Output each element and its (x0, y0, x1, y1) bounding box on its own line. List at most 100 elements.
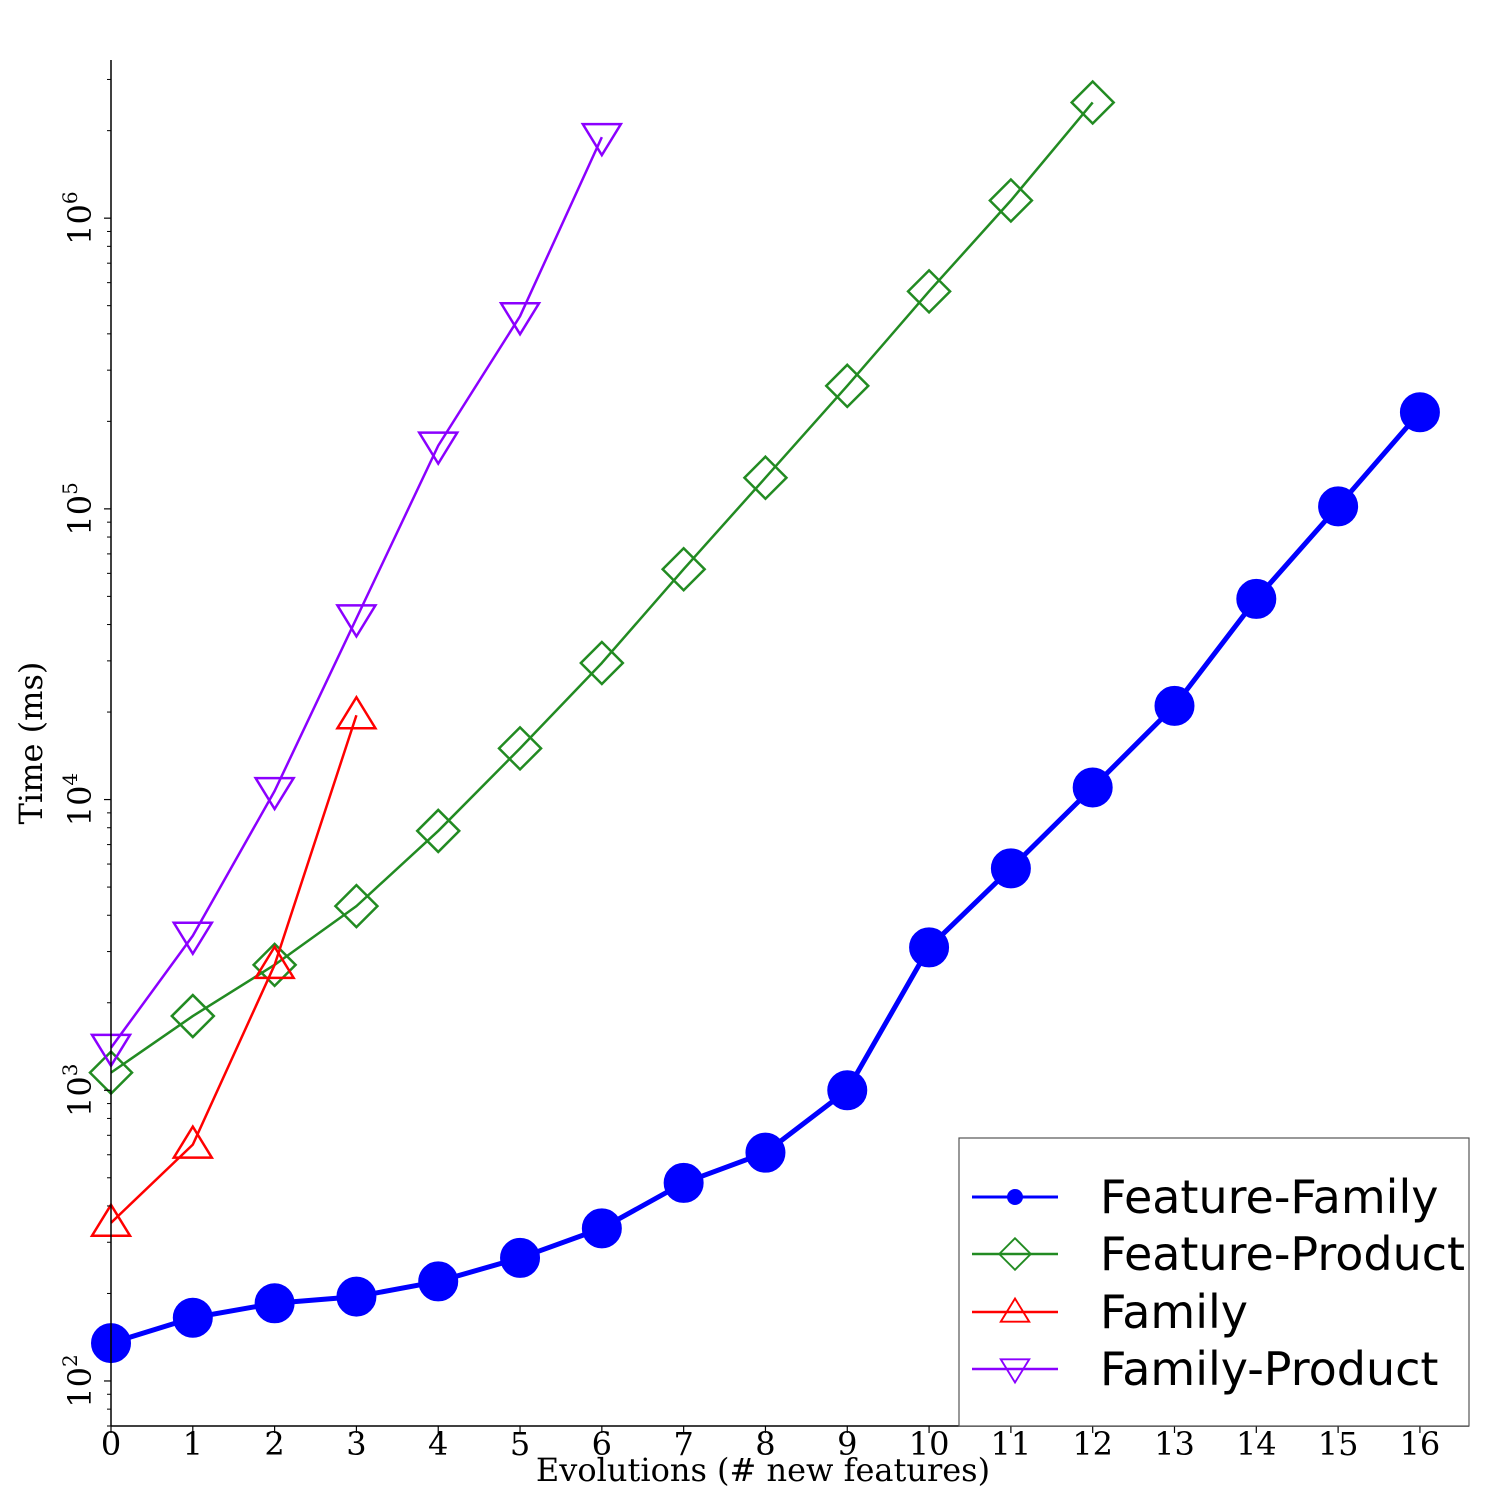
y-tick-exponent: 6 (58, 191, 82, 204)
data-point-feature-product (415, 808, 461, 854)
data-point-feature-product (742, 454, 789, 501)
legend-marker-feature-family (1007, 1189, 1023, 1205)
data-point-family (171, 1124, 215, 1159)
data-point-feature-product (906, 268, 952, 315)
y-tick-label-text: 106 (58, 191, 99, 244)
data-point-feature-family (1399, 392, 1440, 433)
y-tick-label: 104 (58, 773, 99, 826)
series-feature-family (91, 392, 1440, 1364)
data-point-feature-family (827, 1070, 868, 1111)
data-point-feature-family (745, 1132, 786, 1173)
series-layer (88, 79, 1440, 1364)
legend-item-family: Family (972, 1285, 1248, 1339)
x-axis-title: Evolutions (# new features) (536, 1451, 990, 1489)
legend-marker-family-product (999, 1358, 1031, 1385)
y-tick-label: 105 (58, 482, 99, 535)
y-tick-exponent: 2 (58, 1354, 82, 1367)
y-axis-title: Time (ms) (12, 662, 50, 825)
legend-marker-feature-product (997, 1236, 1033, 1272)
y-tick-exponent: 4 (58, 773, 82, 786)
x-tick-label: 5 (510, 1425, 530, 1463)
series-line-family-product (109, 136, 603, 1049)
series-feature-product (88, 79, 1116, 1096)
data-point-feature-family (336, 1276, 377, 1317)
y-tick-base: 10 (61, 1367, 99, 1408)
x-tick-label: 15 (1318, 1425, 1359, 1463)
data-point-family-product (580, 122, 624, 158)
data-point-family (335, 694, 378, 730)
data-point-feature-family (1236, 578, 1277, 619)
data-point-feature-family (172, 1297, 213, 1338)
data-point-feature-family (500, 1237, 541, 1278)
data-point-feature-product (660, 546, 707, 592)
y-tick-base: 10 (61, 786, 99, 827)
data-point-feature-family (909, 927, 950, 968)
legend-label-family-product: Family-Product (1100, 1342, 1438, 1396)
x-tick-label: 16 (1400, 1425, 1441, 1463)
x-tick-label: 12 (1072, 1425, 1113, 1463)
legend-label-feature-product: Feature-Product (1100, 1227, 1465, 1281)
data-point-feature-product (579, 640, 625, 686)
data-point-family-product (498, 301, 542, 337)
legend-item-feature-family: Feature-Family (972, 1170, 1438, 1224)
x-tick-label: 6 (592, 1425, 612, 1463)
data-point-feature-product (988, 177, 1034, 224)
legend-item-family-product: Family-Product (972, 1342, 1438, 1396)
series-family (89, 694, 378, 1238)
data-point-family-product (416, 431, 460, 467)
data-point-feature-family (581, 1208, 622, 1249)
series-line-family (110, 714, 358, 1224)
legend-marker-family (999, 1296, 1031, 1323)
data-point-feature-family (1154, 685, 1195, 726)
y-tick-label: 102 (58, 1354, 99, 1407)
data-point-feature-family (1072, 767, 1113, 808)
series-family-product (89, 122, 624, 1069)
series-line-feature-product (110, 101, 1094, 1074)
x-tick-label: 4 (428, 1425, 448, 1463)
data-point-feature-family (990, 848, 1031, 889)
x-tick-label: 10 (909, 1425, 950, 1463)
y-tick-label: 106 (58, 191, 99, 244)
data-point-feature-family (663, 1162, 704, 1203)
legend-items: Feature-FamilyFeature-ProductFamilyFamil… (972, 1170, 1465, 1396)
y-tick-base: 10 (61, 495, 99, 536)
data-point-feature-product (497, 725, 543, 772)
data-point-feature-product (251, 942, 298, 988)
x-tick-label: 8 (755, 1425, 775, 1463)
legend-label-family: Family (1100, 1285, 1248, 1339)
y-tick-label: 103 (58, 1064, 99, 1117)
data-point-feature-product (170, 993, 216, 1039)
data-point-feature-product (1069, 79, 1116, 126)
x-tick-label: 2 (264, 1425, 284, 1463)
data-point-family (253, 944, 296, 980)
legend-item-feature-product: Feature-Product (972, 1227, 1465, 1281)
y-tick-base: 10 (61, 204, 99, 245)
y-tick-label-text: 102 (58, 1354, 99, 1407)
y-tick-label-text: 104 (58, 773, 99, 826)
data-point-family-product (171, 921, 215, 957)
data-point-feature-family (418, 1261, 459, 1302)
y-tick-base: 10 (61, 1076, 99, 1117)
y-tick-label-text: 103 (58, 1064, 99, 1117)
x-tick-label: 7 (673, 1425, 693, 1463)
legend-label-feature-family: Feature-Family (1100, 1170, 1438, 1224)
x-tick-label: 13 (1154, 1425, 1195, 1463)
y-tick-exponent: 3 (58, 1064, 82, 1077)
y-tick-exponent: 5 (58, 482, 82, 495)
x-tick-label: 1 (183, 1425, 203, 1463)
data-point-feature-product (824, 363, 871, 409)
x-tick-label: 9 (837, 1425, 857, 1463)
data-point-feature-product (333, 883, 380, 929)
legend-frame (958, 1137, 1470, 1427)
data-point-family-product (253, 776, 296, 812)
data-point-feature-family (1318, 486, 1359, 527)
data-point-family-product (335, 604, 378, 639)
x-tick-label: 3 (346, 1425, 366, 1463)
y-tick-label-text: 105 (58, 482, 99, 535)
x-tick-label: 11 (991, 1425, 1032, 1463)
x-tick-label: 0 (101, 1425, 121, 1463)
legend: Feature-FamilyFeature-ProductFamilyFamil… (958, 1137, 1470, 1427)
x-tick-label: 14 (1236, 1425, 1277, 1463)
